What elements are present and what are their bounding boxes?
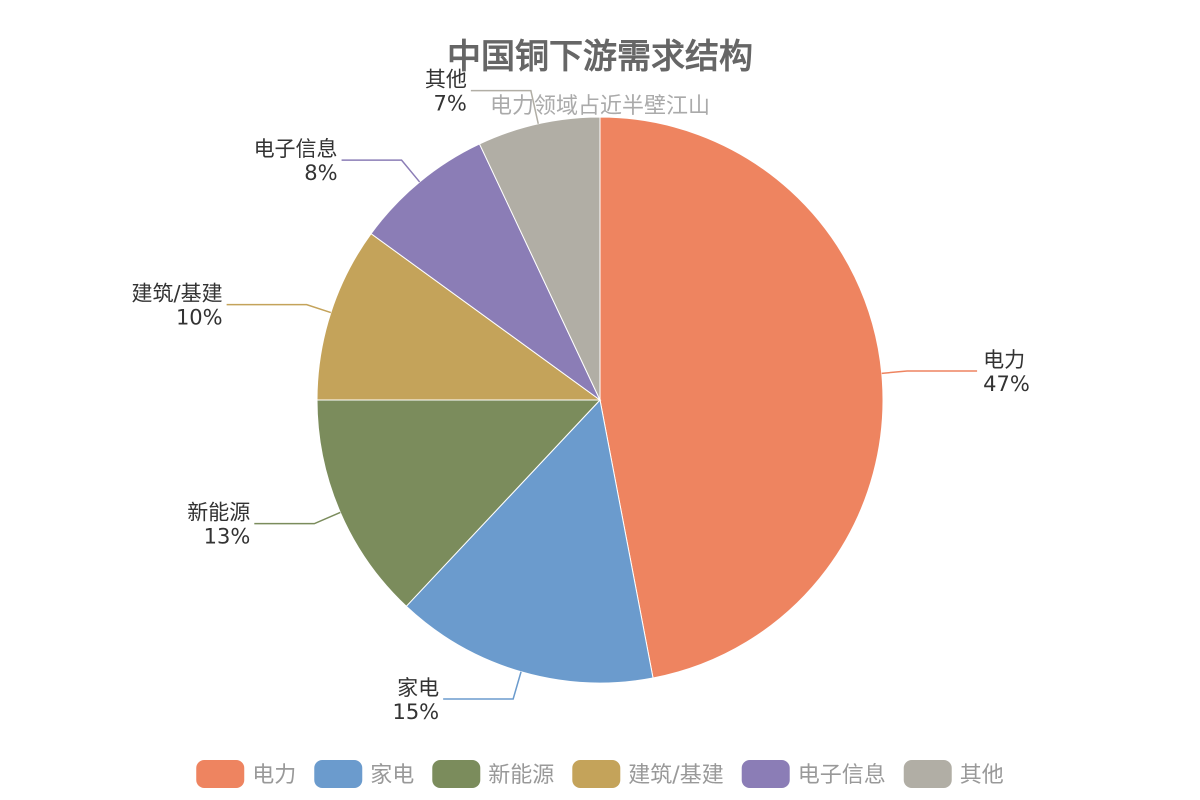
leader-line-3 [226, 303, 332, 314]
legend-swatch-4 [741, 760, 790, 788]
legend-label-4: 电子信息 [798, 763, 886, 788]
slice-label-value-4: 8% [304, 161, 337, 185]
leader-line-2 [254, 511, 341, 525]
pie-slice-2 [316, 399, 602, 608]
slice-label-value-3: 10% [176, 306, 223, 330]
legend-label-3: 建筑/基建 [628, 763, 723, 788]
legend: 电力 家电 新能源 建筑/基建 电子信息 其他 [196, 760, 1004, 788]
legend-item-5[interactable]: 其他 [903, 760, 1004, 788]
slice-label-value-2: 13% [204, 525, 251, 549]
legend-item-1[interactable]: 家电 [314, 760, 414, 788]
legend-label-2: 新能源 [488, 763, 554, 788]
slice-label-name-5: 其他 [425, 68, 467, 92]
slice-label-name-3: 建筑/基建 [132, 282, 223, 306]
pie-slice-1 [405, 398, 654, 684]
legend-swatch-2 [432, 760, 481, 788]
pie-slice-0 [599, 116, 884, 679]
slice-label-name-4: 电子信息 [254, 137, 338, 161]
slice-label-value-1: 15% [392, 700, 439, 724]
leader-line-5 [470, 89, 539, 124]
pie-slices [316, 116, 884, 684]
legend-item-3[interactable]: 建筑/基建 [572, 760, 724, 788]
legend-label-0: 电力 [252, 763, 296, 788]
leader-line-1 [443, 671, 522, 700]
slice-label-value-0: 47% [983, 372, 1030, 396]
chart-subtitle: 电力领域占近半壁江山 [490, 94, 710, 119]
pie-slice-3 [316, 232, 602, 401]
pie-slice-4 [370, 143, 601, 401]
legend-swatch-5 [903, 760, 952, 788]
pie-slice-5 [478, 116, 601, 401]
legend-item-0[interactable]: 电力 [196, 760, 296, 788]
legend-label-5: 其他 [960, 763, 1004, 788]
leader-line-0 [881, 370, 978, 375]
legend-item-2[interactable]: 新能源 [432, 760, 554, 788]
slice-label-name-1: 家电 [397, 676, 439, 700]
legend-swatch-3 [572, 760, 621, 788]
legend-swatch-1 [314, 760, 363, 788]
slice-label-value-5: 7% [434, 92, 467, 116]
legend-item-4[interactable]: 电子信息 [741, 760, 886, 788]
slice-label-name-0: 电力 [983, 348, 1025, 372]
legend-swatch-0 [196, 760, 245, 788]
chart-title: 中国铜下游需求结构 [447, 37, 753, 77]
label-leader-lines [226, 89, 978, 700]
legend-label-1: 家电 [370, 763, 414, 788]
leader-line-4 [341, 159, 421, 183]
slice-label-name-2: 新能源 [187, 501, 250, 525]
